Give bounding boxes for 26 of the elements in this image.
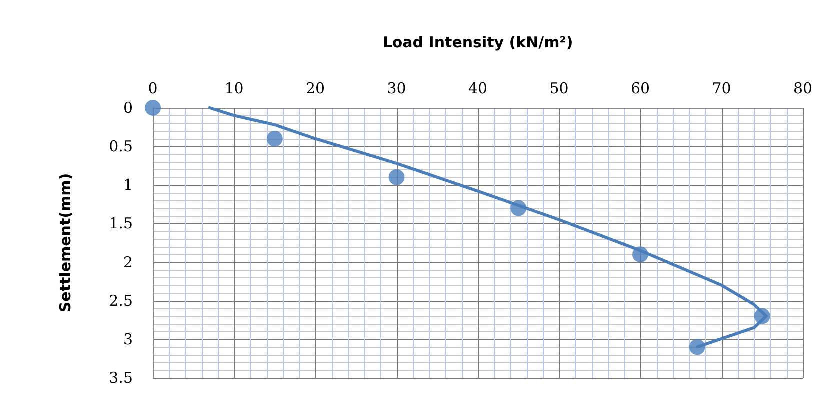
- y-tick-label: 1: [123, 176, 133, 194]
- x-tick-label: 40: [468, 80, 488, 98]
- x-tick-label: 0: [148, 80, 158, 98]
- point: [632, 246, 648, 263]
- point: [145, 100, 161, 116]
- x-tick-label: 30: [387, 80, 406, 98]
- y-tick-label: 3: [123, 330, 133, 348]
- y-tick-label: 1.5: [109, 214, 133, 233]
- x-tick-label: 70: [712, 80, 732, 98]
- point: [510, 200, 527, 216]
- y-axis-title: Settlement(mm): [56, 173, 74, 313]
- x-tick-label: 10: [224, 80, 244, 98]
- point: [266, 130, 283, 147]
- point: [689, 339, 706, 356]
- y-tick-label: 2.5: [109, 292, 133, 310]
- x-axis-title: Load Intensity (kN/m²): [382, 34, 574, 52]
- x-tick-label: 60: [630, 80, 650, 98]
- y-tick-label: 3.5: [109, 369, 133, 387]
- point: [754, 308, 770, 324]
- y-tick-label: 0.5: [109, 138, 133, 156]
- point: [388, 169, 405, 186]
- x-tick-label: 50: [550, 80, 569, 98]
- x-tick-label: 20: [306, 80, 326, 98]
- x-tick-label: 80: [793, 80, 813, 98]
- y-tick-label: 2: [123, 253, 133, 272]
- y-tick-label: 0: [123, 99, 133, 117]
